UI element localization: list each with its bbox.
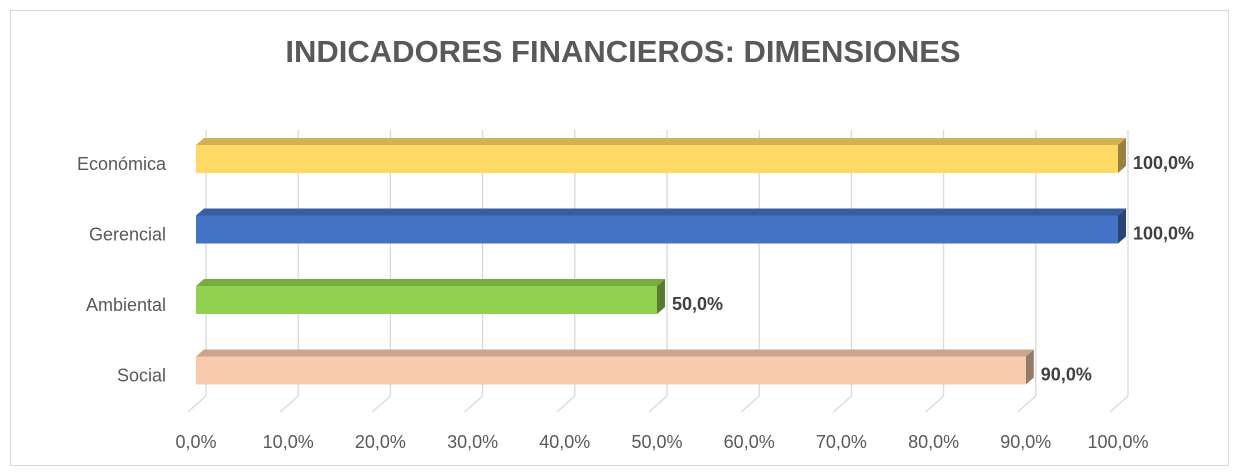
x-tick-label: 40,0%: [539, 432, 590, 452]
bar-top: [196, 279, 665, 286]
y-tick-label: Gerencial: [89, 224, 166, 244]
x-tick-label: 70,0%: [816, 432, 867, 452]
bar: [196, 215, 1118, 244]
grid-floor-line: [371, 395, 391, 413]
y-tick-label: Ambiental: [86, 295, 166, 315]
value-label: 100,0%: [1133, 153, 1194, 173]
grid-floor-line: [1017, 395, 1037, 413]
x-tick-label: 90,0%: [1000, 432, 1051, 452]
grid-floor-line: [925, 395, 945, 413]
grid-floor-line: [187, 395, 207, 413]
grid-floor-line: [740, 395, 760, 413]
value-label: 50,0%: [672, 294, 723, 314]
x-tick-label: 60,0%: [724, 432, 775, 452]
value-label: 90,0%: [1041, 364, 1092, 384]
bar-top: [196, 138, 1126, 145]
y-tick-label: Económica: [77, 154, 167, 174]
x-tick-label: 80,0%: [908, 432, 959, 452]
bar: [196, 286, 657, 314]
x-tick-label: 100,0%: [1087, 432, 1148, 452]
x-tick-label: 50,0%: [631, 432, 682, 452]
bar-top: [196, 208, 1126, 216]
x-tick-label: 30,0%: [447, 432, 498, 452]
bar: [196, 356, 1026, 385]
value-label: 100,0%: [1133, 223, 1194, 243]
grid-floor-line: [279, 395, 299, 413]
x-tick-label: 20,0%: [355, 432, 406, 452]
bar-side: [657, 279, 665, 314]
grid-floor-line: [464, 395, 484, 413]
grid-floor-line: [1109, 395, 1129, 413]
grid-floor-line: [556, 395, 576, 413]
x-tick-label: 0,0%: [175, 432, 216, 452]
bar-side: [1025, 349, 1034, 385]
x-tick-label: 10,0%: [263, 432, 314, 452]
chart-title: INDICADORES FINANCIEROS: DIMENSIONES: [285, 34, 960, 69]
grid-floor-line: [648, 395, 668, 413]
bar-top: [196, 349, 1034, 357]
bar-side: [1118, 138, 1126, 173]
bar-side: [1118, 208, 1126, 244]
grid-floor-line: [832, 395, 852, 413]
y-tick-label: Social: [117, 365, 166, 385]
bar: [196, 145, 1118, 173]
